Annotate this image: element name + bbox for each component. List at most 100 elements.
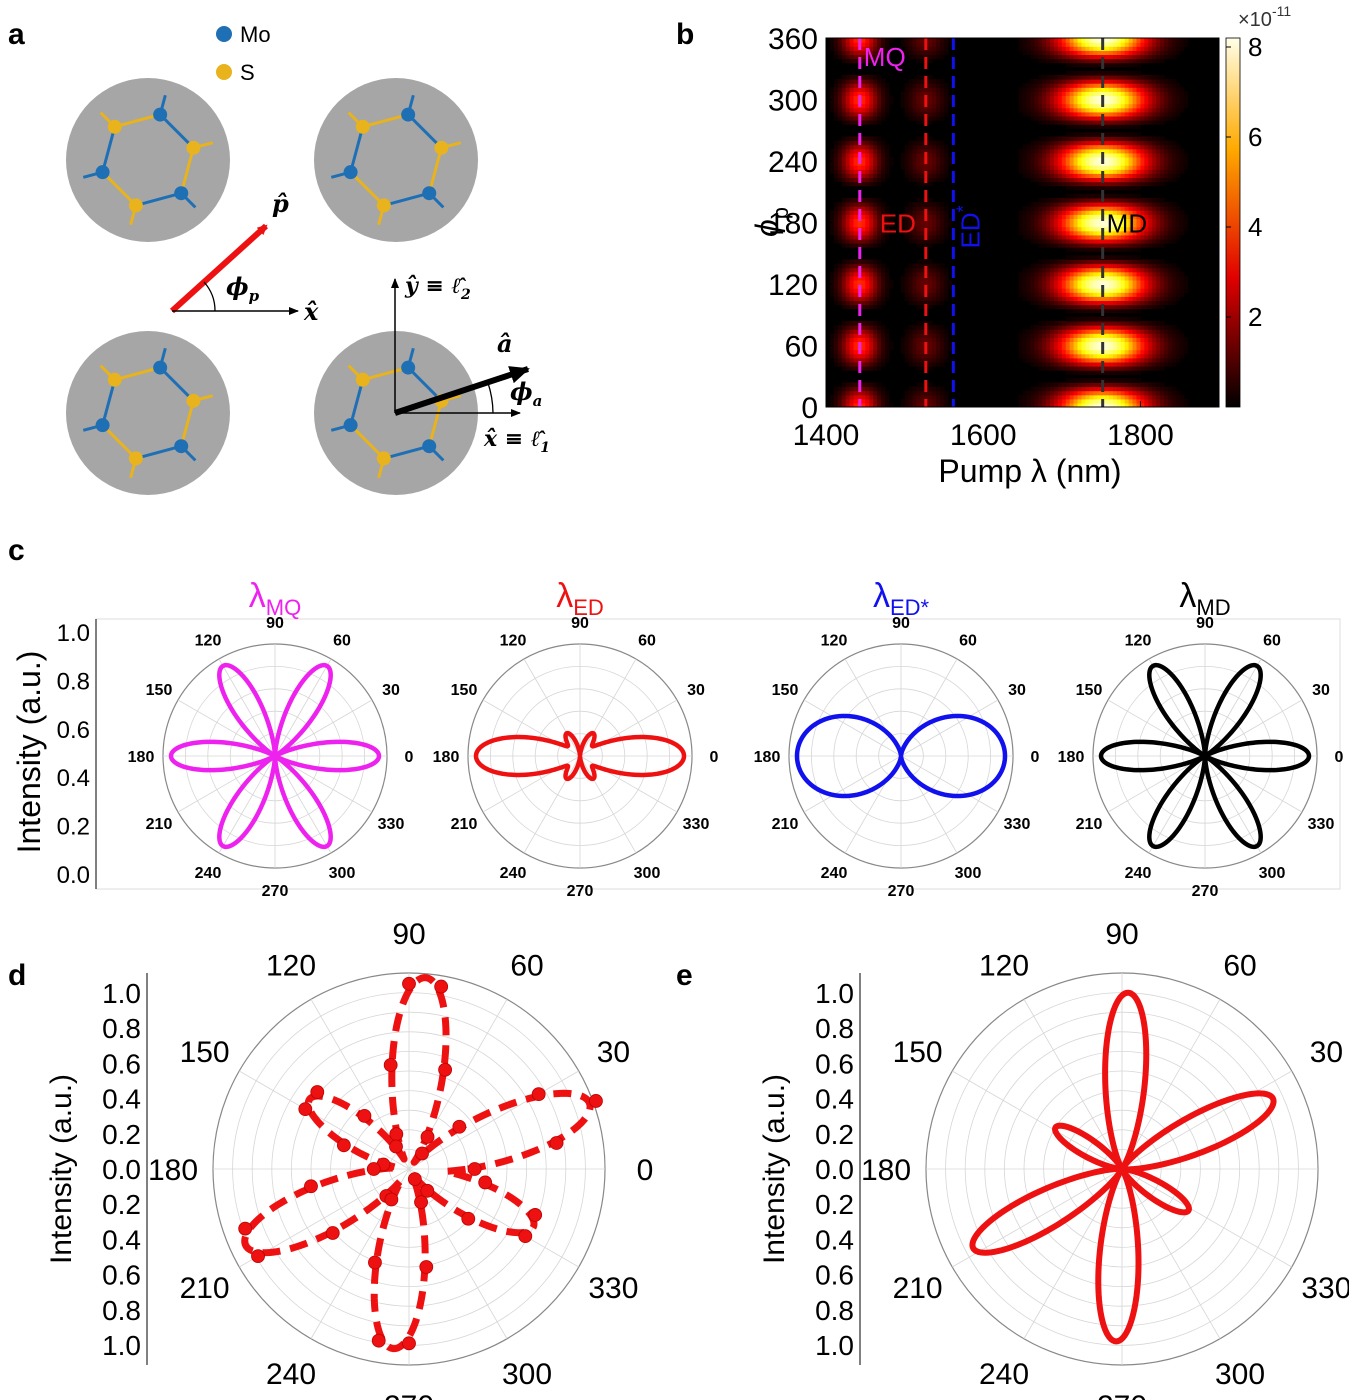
heat-cell bbox=[1128, 333, 1134, 338]
heat-cell bbox=[1156, 349, 1161, 355]
heat-cell bbox=[1061, 173, 1067, 178]
heat-cell bbox=[1053, 230, 1059, 236]
heat-cell bbox=[1124, 255, 1130, 260]
heat-cell bbox=[1053, 394, 1059, 400]
heat-cell bbox=[1148, 206, 1153, 211]
heat-cell bbox=[916, 50, 921, 55]
heat-cell bbox=[1124, 243, 1130, 248]
heat-cell bbox=[1144, 181, 1149, 187]
heat-cell bbox=[1167, 202, 1173, 207]
s-atom bbox=[376, 198, 391, 213]
heat-cell bbox=[873, 300, 878, 306]
heat-cell bbox=[939, 111, 945, 117]
heat-cell bbox=[1144, 111, 1149, 117]
heat-cell bbox=[1034, 292, 1039, 297]
heat-cell bbox=[877, 161, 882, 166]
heat-cell bbox=[1046, 87, 1051, 92]
heat-cell bbox=[1018, 333, 1024, 338]
heat-cell bbox=[1144, 152, 1149, 158]
heat-cell bbox=[920, 243, 925, 248]
heat-cell bbox=[1061, 259, 1067, 265]
heat-cell bbox=[1116, 353, 1122, 359]
heat-cell bbox=[1026, 148, 1031, 154]
heat-cell bbox=[1057, 353, 1063, 359]
heat-cell bbox=[1085, 234, 1090, 240]
heat-cell bbox=[1183, 95, 1189, 101]
heat-cell bbox=[904, 222, 910, 228]
heat-cell bbox=[877, 46, 882, 51]
heat-cell bbox=[1152, 398, 1157, 404]
heat-cell bbox=[1132, 120, 1138, 125]
heat-cell bbox=[873, 83, 878, 88]
heat-cell bbox=[1034, 341, 1039, 347]
heat-cell bbox=[1073, 54, 1079, 60]
heat-cell bbox=[1085, 402, 1090, 407]
heat-cell bbox=[1128, 214, 1134, 219]
heat-cell bbox=[1116, 206, 1122, 211]
heat-cell bbox=[1160, 267, 1165, 273]
heat-cell bbox=[1081, 386, 1086, 392]
heat-cell bbox=[1156, 382, 1161, 388]
heat-cell bbox=[916, 394, 921, 400]
heat-cell bbox=[1089, 165, 1094, 170]
heat-cell bbox=[1030, 156, 1035, 162]
heat-cell bbox=[829, 87, 835, 92]
bond bbox=[349, 424, 385, 460]
heat-cell bbox=[1018, 284, 1024, 289]
heat-cell bbox=[1069, 156, 1075, 162]
heat-cell bbox=[1120, 284, 1126, 289]
heat-cell bbox=[1120, 38, 1126, 43]
heat-cell bbox=[1097, 288, 1102, 293]
heat-cell bbox=[1132, 103, 1138, 109]
heat-cell bbox=[1112, 54, 1118, 60]
heat-cell bbox=[932, 337, 937, 342]
heat-cell bbox=[936, 115, 941, 121]
heat-cell bbox=[1148, 230, 1153, 236]
heat-cell bbox=[904, 46, 910, 51]
heat-cell bbox=[1171, 42, 1177, 47]
heat-cell bbox=[908, 230, 914, 236]
heat-cell bbox=[845, 333, 851, 338]
heat-cell bbox=[1132, 95, 1138, 101]
heat-cell bbox=[1093, 230, 1098, 236]
heat-cell bbox=[1144, 361, 1149, 367]
heat-cell bbox=[1085, 210, 1090, 215]
heat-cell bbox=[1050, 95, 1055, 101]
heat-cell bbox=[1097, 120, 1102, 125]
heat-cell bbox=[877, 398, 882, 404]
heat-cell bbox=[912, 54, 917, 60]
heat-cell bbox=[1144, 79, 1149, 84]
heat-cell bbox=[1167, 345, 1173, 351]
heat-cell bbox=[1026, 83, 1031, 88]
heat-cell bbox=[1152, 58, 1157, 64]
heat-cell bbox=[1136, 333, 1141, 338]
heat-cell bbox=[928, 177, 933, 183]
heat-cell bbox=[1065, 124, 1071, 129]
heat-cell bbox=[1030, 140, 1035, 146]
heat-cell bbox=[1093, 226, 1098, 232]
heat-cell bbox=[833, 238, 839, 244]
heat-cell bbox=[1050, 218, 1055, 224]
heat-cell bbox=[1073, 95, 1079, 101]
heat-cell bbox=[837, 115, 843, 121]
heat-cell bbox=[1112, 62, 1118, 68]
heat-cell bbox=[1132, 279, 1138, 285]
heat-cell bbox=[853, 284, 859, 289]
heat-cell bbox=[1026, 210, 1031, 215]
heat-cell bbox=[837, 345, 843, 351]
heat-cell bbox=[888, 222, 894, 228]
heat-cell bbox=[1156, 46, 1161, 51]
heat-cell bbox=[1148, 394, 1153, 400]
polar-grid-spoke bbox=[177, 755, 276, 813]
heat-cell bbox=[1128, 54, 1134, 60]
heat-cell bbox=[869, 54, 874, 60]
heat-cell bbox=[1124, 144, 1130, 150]
heat-cell bbox=[861, 292, 866, 297]
heat-cell bbox=[928, 361, 933, 367]
heat-cell bbox=[845, 156, 851, 162]
heat-cell bbox=[833, 173, 839, 178]
heat-cell bbox=[1112, 382, 1118, 388]
heat-cell bbox=[1132, 275, 1138, 281]
heat-cell bbox=[857, 165, 862, 170]
heat-cell bbox=[1120, 386, 1126, 392]
